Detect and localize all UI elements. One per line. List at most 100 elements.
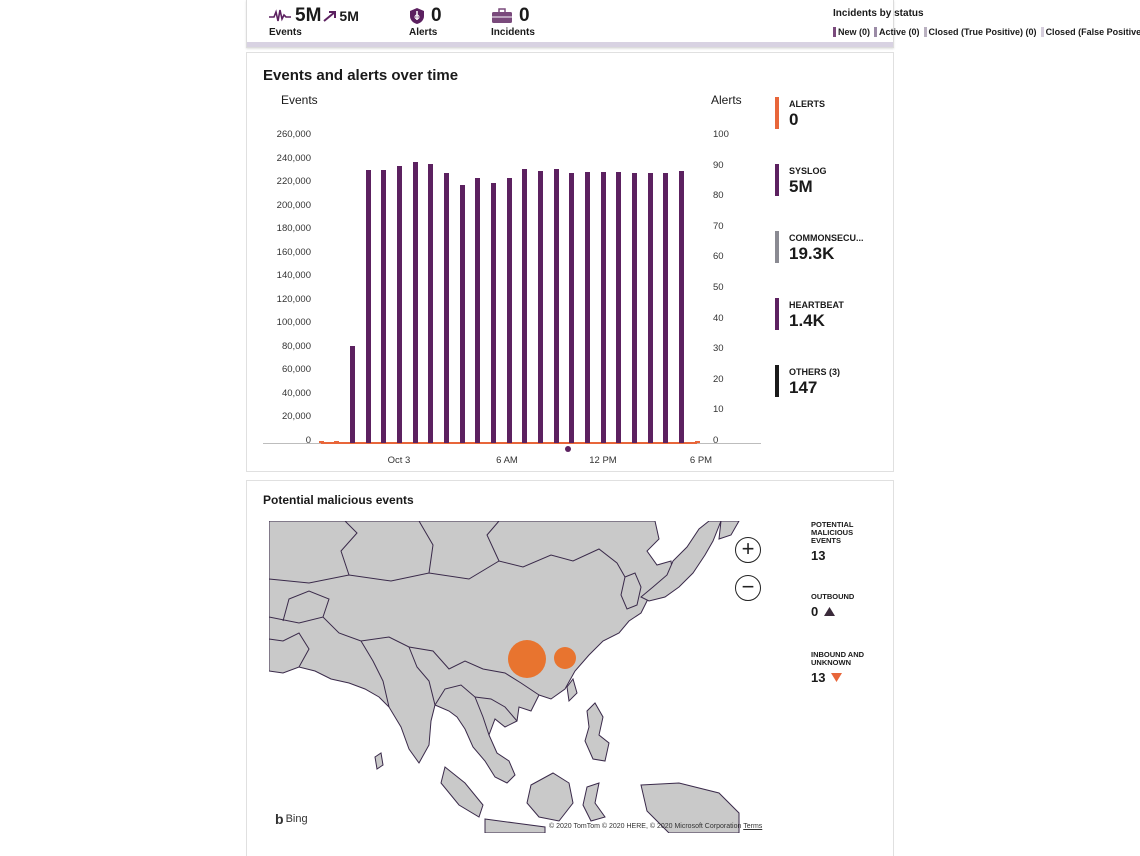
event-bar[interactable] — [522, 168, 528, 443]
legend-name: SYSLOG — [789, 166, 827, 176]
legend-swatch — [775, 97, 779, 129]
trend-up-arrow-icon — [323, 11, 337, 22]
y2-tick-label: 40 — [713, 312, 724, 324]
y-tick-label: 0 — [305, 435, 311, 446]
triangle-down-icon — [831, 673, 843, 682]
stat-value: 13 — [811, 670, 871, 685]
y2-tick-label: 60 — [713, 251, 724, 263]
event-bar[interactable] — [663, 173, 669, 443]
status-marker — [1040, 27, 1044, 37]
event-bubble[interactable] — [554, 647, 576, 669]
event-bar[interactable] — [678, 171, 684, 443]
y-tick-label: 100,000 — [276, 317, 311, 329]
stat-name: OUTBOUND — [811, 592, 855, 601]
status-chip-active[interactable]: Active (0) — [874, 27, 920, 37]
event-bar[interactable] — [349, 346, 355, 443]
y-tick-label: 160,000 — [276, 246, 311, 258]
y-tick-label: 220,000 — [276, 176, 311, 188]
status-chips: New (0) Active (0) Closed (True Positive… — [833, 27, 1140, 37]
y-tick-label: 200,000 — [276, 199, 311, 211]
copyright-text: © 2020 TomTom © 2020 HERE, © 2020 Micros… — [549, 823, 742, 830]
event-bar[interactable] — [365, 169, 371, 443]
event-bar[interactable] — [396, 166, 402, 443]
y-axis-title-alerts: Alerts — [711, 93, 742, 107]
summary-accent-bar — [247, 42, 893, 47]
y-axis-title-events: Events — [281, 93, 318, 107]
stat-outbound: OUTBOUND 0 — [811, 592, 871, 620]
event-bar[interactable] — [616, 172, 622, 443]
y2-tick-label: 30 — [713, 343, 724, 355]
incidents-kpi[interactable]: 0 Incidents — [491, 5, 535, 38]
panel-title: Events and alerts over time — [263, 67, 459, 84]
status-chip-label: New (0) — [838, 27, 871, 37]
stat-value-text: 0 — [811, 604, 819, 619]
x-tick-label: 6 PM — [689, 455, 713, 466]
y2-tick-label: 80 — [713, 190, 724, 202]
legend-value: 19.3K — [789, 244, 835, 263]
event-bar[interactable] — [694, 441, 700, 443]
zoom-out-button[interactable]: − — [735, 575, 761, 601]
event-bar[interactable] — [412, 161, 418, 443]
y2-tick-label: 70 — [713, 220, 724, 232]
event-bubble[interactable] — [508, 640, 546, 678]
event-bar[interactable] — [318, 441, 324, 443]
event-bar[interactable] — [490, 182, 496, 443]
status-chip-label: Closed (True Positive) (0) — [928, 27, 1037, 37]
y-tick-label: 40,000 — [281, 387, 311, 399]
briefcase-icon — [492, 8, 512, 23]
event-bar[interactable] — [428, 164, 434, 443]
legend-name: ALERTS — [789, 99, 825, 109]
incidents-count: 0 — [519, 5, 530, 26]
event-bar[interactable] — [334, 441, 340, 443]
status-chip-new[interactable]: New (0) — [833, 27, 870, 37]
malicious-events-panel: Potential malicious events — [246, 480, 894, 856]
legend-value: 5M — [789, 177, 813, 196]
event-bar[interactable] — [459, 185, 465, 443]
zoom-in-button[interactable]: + — [735, 537, 761, 563]
stat-name: POTENTIAL MALICIOUS EVENTS — [811, 520, 854, 545]
legend-value: 1.4K — [789, 311, 825, 330]
status-chip-closed-true-positive[interactable]: Closed (True Positive) (0) — [923, 27, 1037, 37]
incidents-by-status-title: Incidents by status — [833, 8, 924, 19]
alerts-count: 0 — [431, 5, 442, 26]
map-canvas — [269, 521, 740, 833]
terms-link[interactable]: Terms — [743, 823, 763, 830]
event-bar[interactable] — [381, 169, 387, 443]
legend-value: 0 — [789, 110, 799, 129]
event-bar[interactable] — [506, 178, 512, 443]
events-kpi[interactable]: 5M 5M Events — [269, 5, 359, 38]
event-bar[interactable] — [600, 172, 606, 443]
y-tick-label: 140,000 — [276, 270, 311, 282]
stat-value-text: 13 — [811, 670, 826, 685]
incidents-label: Incidents — [491, 27, 535, 38]
alerts-kpi[interactable]: 0 Alerts — [409, 5, 442, 38]
x-tick-label: 12 PM — [589, 455, 617, 466]
stat-value: 13 — [811, 548, 871, 563]
event-bar[interactable] — [647, 173, 653, 443]
map-copyright: © 2020 TomTom © 2020 HERE, © 2020 Micros… — [549, 823, 762, 830]
bing-logo: b Bing — [275, 811, 308, 827]
y2-tick-label: 20 — [713, 373, 724, 385]
time-marker-dot[interactable] — [565, 446, 571, 452]
event-bar[interactable] — [475, 178, 481, 443]
legend-swatch — [775, 164, 779, 196]
stat-name: INBOUND AND UNKNOWN — [811, 650, 865, 667]
legend-value: 147 — [789, 378, 818, 397]
event-bar[interactable] — [584, 172, 590, 443]
event-bar[interactable] — [569, 173, 575, 443]
incidents-by-status[interactable]: Incidents by status New (0) Active (0) C… — [833, 8, 1140, 37]
events-label: Events — [269, 27, 302, 38]
legend-name: COMMONSECU... — [789, 233, 864, 243]
event-bar[interactable] — [537, 171, 543, 443]
y-tick-label: 120,000 — [276, 293, 311, 305]
event-bar[interactable] — [553, 168, 559, 443]
status-marker — [923, 27, 927, 37]
y2-tick-label: 90 — [713, 159, 724, 171]
y2-tick-label: 0 — [713, 435, 719, 446]
y-tick-label: 260,000 — [276, 129, 311, 140]
status-marker — [874, 27, 878, 37]
threat-map[interactable] — [269, 521, 777, 833]
event-bar[interactable] — [443, 173, 449, 443]
event-bar[interactable] — [631, 173, 637, 443]
status-chip-closed-false-positive[interactable]: Closed (False Positive — [1040, 27, 1140, 37]
